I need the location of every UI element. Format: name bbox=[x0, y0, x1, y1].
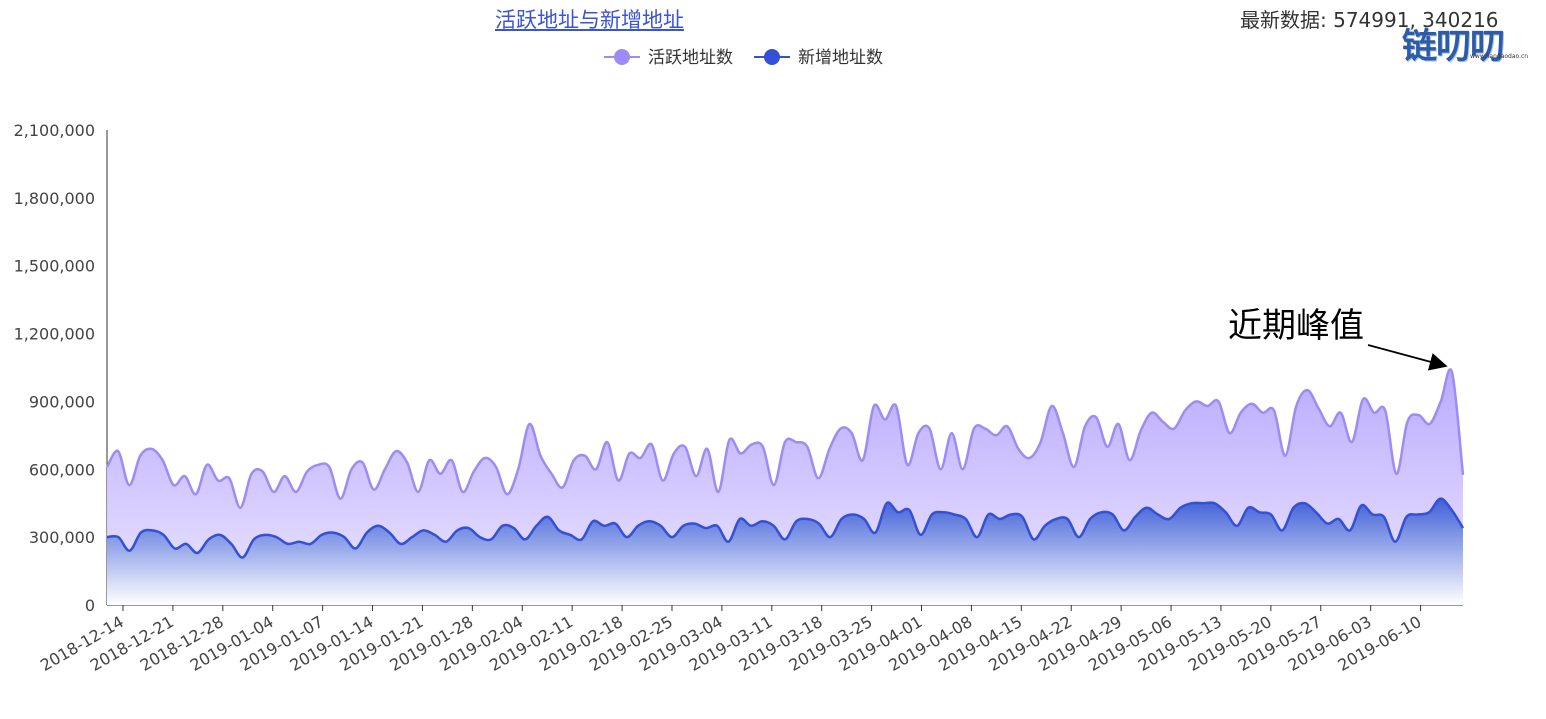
y-tick-label: 1,500,000 bbox=[14, 257, 95, 276]
legend-label: 活跃地址数 bbox=[648, 48, 733, 68]
series-layer bbox=[105, 368, 1465, 605]
y-tick-label: 1,200,000 bbox=[14, 325, 95, 344]
y-tick-label: 900,000 bbox=[29, 392, 95, 411]
annotation-layer: 近期峰值 bbox=[1228, 306, 1448, 371]
latest-data-value: 574991, 340216 bbox=[1333, 8, 1499, 32]
y-tick-label: 300,000 bbox=[29, 528, 95, 547]
legend-item-new-addresses[interactable]: 新增地址数 bbox=[754, 48, 883, 68]
series-line-new-addresses[interactable] bbox=[106, 497, 1465, 559]
x-axis: 2018-12-142018-12-212018-12-282019-01-04… bbox=[37, 604, 1463, 675]
chart-title[interactable]: 活跃地址与新增地址 bbox=[495, 8, 684, 32]
y-tick-label: 600,000 bbox=[29, 460, 95, 479]
annotation-text: 近期峰值 bbox=[1228, 306, 1364, 346]
latest-data-readout: 最新数据: 574991, 340216 bbox=[1240, 4, 1499, 33]
series-line-active-addresses[interactable] bbox=[105, 368, 1465, 509]
legend-circle-marker bbox=[764, 49, 780, 65]
legend-circle-marker bbox=[614, 49, 630, 65]
chart-legend: 活跃地址数 新增地址数 bbox=[604, 48, 883, 68]
y-tick-label: 0 bbox=[85, 596, 95, 615]
y-tick-label: 1,800,000 bbox=[14, 189, 95, 208]
annotation-arrow bbox=[1367, 344, 1448, 371]
y-tick-label: 2,100,000 bbox=[14, 121, 95, 140]
latest-data-label: 最新数据: bbox=[1240, 8, 1334, 32]
series-area-new-addresses bbox=[107, 498, 1463, 605]
legend-label: 新增地址数 bbox=[798, 48, 883, 68]
brand-logo: 链叨叨 bbox=[1402, 27, 1505, 67]
y-axis: 0 300,000 600,000 900,000 1,200,000 1,500,000… bbox=[14, 121, 108, 615]
legend-item-active-addresses[interactable]: 活跃地址数 bbox=[604, 48, 733, 68]
brand-logo-url: www.liandaodao.cn bbox=[1470, 53, 1529, 60]
